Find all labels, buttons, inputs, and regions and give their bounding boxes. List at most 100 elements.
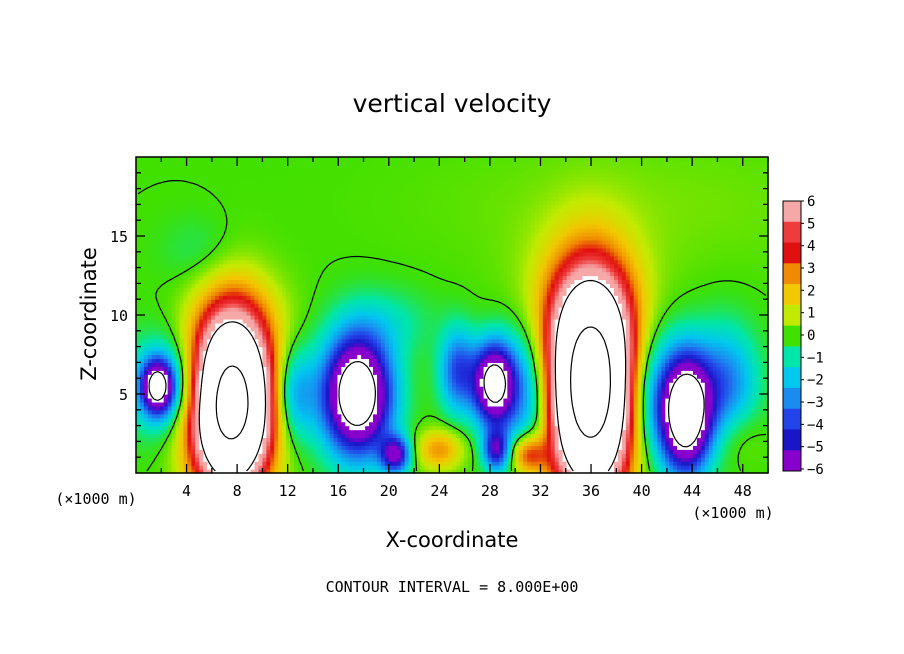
heatmap-cell: [602, 413, 607, 419]
heatmap-cell: [578, 409, 583, 415]
heatmap-cell: [187, 354, 192, 360]
heatmap-cell: [250, 382, 256, 387]
heatmap-cell: [290, 469, 295, 474]
heatmap-cell: [167, 433, 173, 439]
heatmap-cell: [507, 433, 512, 439]
heatmap-cell: [531, 449, 536, 454]
heatmap-cell: [527, 441, 532, 446]
heatmap-cell: [147, 346, 153, 352]
heatmap-cell: [432, 374, 437, 379]
heatmap-cell: [558, 445, 564, 450]
heatmap-cell: [538, 433, 544, 439]
heatmap-cell: [369, 417, 374, 423]
heatmap-cell: [238, 386, 244, 391]
heatmap-cell: [376, 465, 382, 470]
heatmap-cell: [440, 417, 445, 423]
heatmap-cell: [282, 413, 287, 419]
heatmap-cell: [392, 409, 398, 415]
heatmap-cell: [704, 425, 710, 431]
heatmap-cell: [361, 374, 366, 379]
heatmap-cell: [669, 358, 674, 363]
heatmap-cell: [633, 453, 639, 458]
heatmap-cell: [538, 425, 544, 431]
heatmap-cell: [301, 405, 307, 411]
heatmap-cell: [222, 382, 228, 387]
heatmap-cell: [582, 457, 587, 462]
heatmap-cell: [570, 362, 576, 367]
heatmap-cell: [452, 397, 457, 403]
heatmap-cell: [143, 425, 149, 431]
heatmap-cell: [436, 453, 441, 458]
heatmap-cell: [191, 394, 196, 399]
heatmap-cell: [732, 378, 737, 383]
heatmap-cell: [317, 437, 323, 442]
heatmap-cell: [527, 453, 532, 458]
heatmap-cell: [175, 429, 181, 435]
heatmap-cell: [329, 350, 335, 356]
heatmap-cell: [613, 445, 619, 450]
heatmap-cell: [226, 362, 232, 367]
heatmap-cell: [436, 417, 441, 423]
heatmap-cell: [270, 461, 275, 466]
heatmap-cell: [700, 382, 706, 387]
heatmap-cell: [195, 453, 200, 458]
heatmap-cell: [266, 465, 271, 470]
heatmap-cell: [270, 465, 275, 470]
heatmap-cell: [669, 457, 674, 462]
heatmap-cell: [171, 354, 177, 360]
heatmap-cell: [234, 401, 240, 407]
heatmap-cell: [720, 429, 726, 435]
heatmap-cell: [582, 366, 587, 371]
heatmap-cell: [689, 429, 694, 435]
heatmap-cell: [380, 413, 386, 419]
heatmap-cell: [313, 397, 319, 403]
heatmap-cell: [637, 382, 643, 387]
heatmap-cell: [250, 366, 256, 371]
heatmap-cell: [404, 401, 410, 407]
heatmap-cell: [582, 409, 587, 415]
heatmap-cell: [400, 453, 406, 458]
heatmap-cell: [396, 390, 402, 395]
heatmap-cell: [412, 465, 418, 470]
heatmap-cell: [266, 413, 271, 419]
heatmap-cell: [550, 409, 556, 415]
heatmap-cell: [764, 425, 769, 431]
heatmap-cell: [649, 441, 655, 446]
heatmap-cell: [653, 382, 658, 387]
heatmap-cell: [740, 409, 745, 415]
heatmap-cell: [760, 386, 765, 391]
heatmap-cell: [724, 354, 730, 360]
heatmap-cell: [286, 405, 291, 411]
heatmap-cell: [594, 386, 599, 391]
heatmap-cell: [305, 401, 311, 407]
heatmap-cell: [598, 358, 603, 363]
heatmap-cell: [570, 425, 576, 431]
heatmap-cell: [452, 421, 457, 427]
heatmap-cell: [499, 425, 504, 431]
heatmap-cell: [282, 469, 287, 474]
heatmap-cell: [274, 425, 279, 431]
heatmap-cell: [274, 350, 279, 356]
heatmap-cell: [191, 346, 196, 352]
heatmap-cell: [246, 441, 252, 446]
heatmap-cell: [211, 401, 216, 407]
heatmap-cell: [467, 386, 473, 391]
heatmap-cell: [744, 382, 749, 387]
heatmap-cell: [712, 413, 718, 419]
heatmap-cell: [681, 449, 686, 454]
heatmap-cell: [436, 366, 441, 371]
heatmap-cell: [230, 417, 236, 423]
heatmap-cell: [562, 390, 568, 395]
heatmap-cell: [633, 433, 639, 439]
heatmap-cell: [712, 469, 718, 474]
heatmap-cell: [207, 465, 212, 470]
heatmap-cell: [305, 409, 311, 415]
heatmap-cell: [633, 437, 639, 442]
heatmap-cell: [301, 378, 307, 383]
heatmap-cell: [361, 397, 366, 403]
heatmap-cell: [507, 382, 512, 387]
heatmap-cell: [187, 465, 192, 470]
heatmap-cell: [151, 386, 157, 391]
heatmap-cell: [440, 465, 445, 470]
heatmap-cell: [211, 425, 216, 431]
